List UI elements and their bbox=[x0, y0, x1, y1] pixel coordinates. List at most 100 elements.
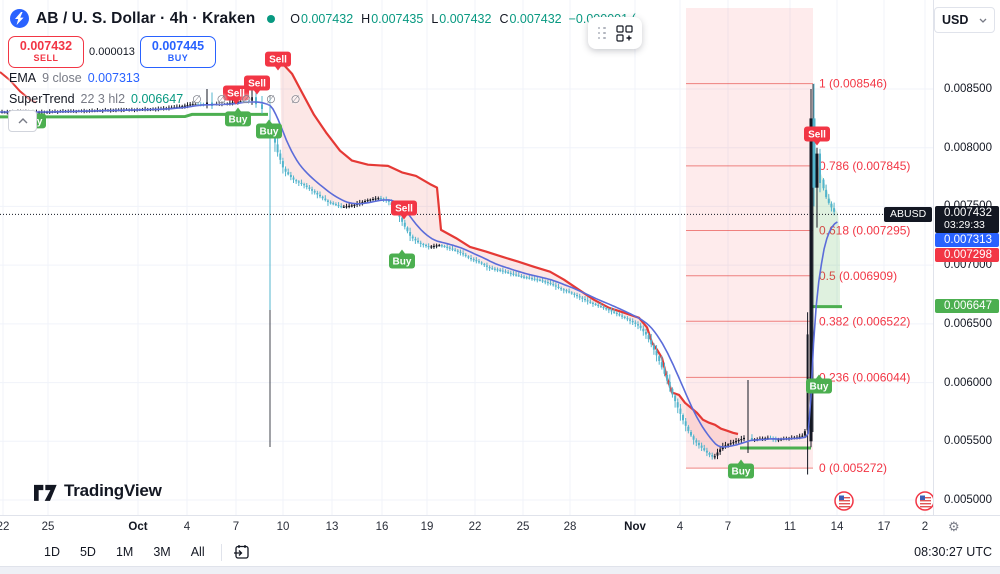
sell-marker: Sell bbox=[223, 85, 249, 105]
time-tick: 25 bbox=[41, 521, 55, 533]
chevron-up-icon bbox=[18, 118, 27, 124]
legend-collapse-button[interactable] bbox=[8, 110, 37, 132]
time-tick: 25 bbox=[516, 521, 530, 533]
ohlc-h: H 0.007435 bbox=[361, 11, 424, 26]
fib-label-0: 0 (0.005272) bbox=[819, 461, 887, 475]
svg-text:Sell: Sell bbox=[395, 204, 413, 215]
ohlc-l: L 0.007432 bbox=[431, 11, 492, 26]
time-tick: 7 bbox=[724, 521, 732, 533]
sell-marker: Sell bbox=[265, 51, 291, 71]
spread-value: 0.000013 bbox=[89, 46, 135, 58]
sell-marker: Sell bbox=[391, 200, 417, 220]
sell-caption: SELL bbox=[33, 53, 59, 63]
price-tick: 0.008500 bbox=[944, 83, 992, 95]
market-status-icon[interactable] bbox=[267, 14, 276, 23]
time-tick: 7 bbox=[232, 521, 240, 533]
time-scale[interactable]: ⚙ 22 25 Oct 4 7 10 13 16 19 22 25 28 Nov 4 7 11 14 17 2 bbox=[0, 515, 1000, 539]
time-tick: Oct bbox=[128, 521, 148, 533]
buy-marker: Buy bbox=[806, 374, 832, 394]
supertrend-value: 0.006647 bbox=[131, 92, 184, 106]
sell-button[interactable]: 0.007432 SELL bbox=[8, 36, 84, 68]
grid bbox=[0, 0, 933, 515]
svg-text:Sell: Sell bbox=[248, 79, 266, 90]
symbol-header: AB / U. S. Dollar · 4h · Kraken O 0.00743… bbox=[10, 9, 636, 28]
buy-marker: Buy bbox=[728, 459, 754, 479]
ohlc-values: O 0.007432 H 0.007435 L 0.007432 C 0.007432 bbox=[290, 12, 561, 26]
supertrend-red-tail bbox=[0, 71, 37, 104]
time-tick: 14 bbox=[830, 521, 844, 533]
footer-strip bbox=[0, 566, 1000, 574]
ohlc-c: C 0.007432 bbox=[499, 11, 562, 26]
chevron-down-icon bbox=[979, 18, 987, 23]
time-tick: Nov bbox=[624, 521, 646, 533]
symbol-logo-icon[interactable] bbox=[10, 9, 29, 28]
currency-selector[interactable]: USD bbox=[934, 7, 995, 33]
economic-event-flag-icon[interactable] bbox=[915, 491, 933, 511]
svg-text:Sell: Sell bbox=[808, 130, 826, 141]
floating-toolbar[interactable] bbox=[588, 17, 642, 49]
range-button-5d[interactable]: 5D bbox=[79, 545, 96, 559]
fib-label-0.618: 0.618 (0.007295) bbox=[819, 224, 910, 238]
price-tick: 0.006500 bbox=[944, 317, 992, 330]
range-button-all[interactable]: All bbox=[190, 545, 205, 559]
bottom-toolbar: 1D 5D 1M 3M All 08:30:27 UTC bbox=[0, 538, 1000, 566]
chart-plot-area[interactable]: 1 (0.008546) 0.786 (0.007845) 0.618 (0.007… bbox=[0, 0, 933, 515]
symbol-title[interactable]: AB / U. S. Dollar · 4h · Kraken bbox=[36, 9, 256, 27]
time-tick: 4 bbox=[183, 521, 191, 533]
legend-supertrend[interactable]: SuperTrend 22 3 hl2 0.006647 ∅ ∅ ∅ ∅ ∅ bbox=[9, 92, 306, 106]
svg-text:Buy: Buy bbox=[229, 114, 248, 125]
fib-label-0.5: 0.5 (0.006909) bbox=[819, 269, 897, 283]
supertrend-fill bbox=[280, 60, 738, 457]
time-tick: 4 bbox=[676, 521, 684, 533]
ema-params: 9 close bbox=[42, 71, 82, 85]
currency-label: USD bbox=[942, 13, 969, 27]
drag-handle-icon[interactable] bbox=[597, 26, 607, 40]
time-tick: 22 bbox=[468, 521, 482, 533]
utc-clock[interactable]: 08:30:27 UTC bbox=[914, 545, 992, 559]
fib-label-0.786: 0.786 (0.007845) bbox=[819, 159, 910, 173]
buy-marker: Buy bbox=[389, 249, 415, 269]
last-price-badge: 0.007432 03:29:33 bbox=[935, 205, 999, 233]
tradingview-logo-icon bbox=[34, 484, 57, 501]
supertrend-null-values: ∅ ∅ ∅ ∅ ∅ bbox=[192, 94, 307, 106]
ema-price-badge: 0.007313 bbox=[935, 233, 999, 248]
legend-ema[interactable]: EMA 9 close 0.007313 bbox=[9, 71, 140, 85]
svg-text:Sell: Sell bbox=[269, 55, 287, 66]
ema-name: EMA bbox=[9, 71, 37, 85]
sell-price: 0.007432 bbox=[19, 39, 73, 53]
supertrend-green-line-1 bbox=[0, 112, 268, 119]
time-tick: 19 bbox=[420, 521, 434, 533]
range-button-1d[interactable]: 1D bbox=[44, 545, 60, 559]
time-tick: 10 bbox=[276, 521, 290, 533]
alert-price-badge: 0.007298 bbox=[935, 248, 999, 263]
tradingview-wordmark: TradingView bbox=[64, 481, 162, 500]
svg-text:Sell: Sell bbox=[227, 89, 245, 100]
economic-event-flag-icon[interactable] bbox=[834, 491, 854, 511]
gear-icon[interactable]: ⚙ bbox=[948, 519, 960, 534]
sell-marker: Sell bbox=[244, 75, 270, 95]
range-button-1m[interactable]: 1M bbox=[115, 545, 134, 559]
fib-label-0.382: 0.382 (0.006522) bbox=[819, 314, 910, 328]
ema-value: 0.007313 bbox=[87, 71, 140, 85]
range-button-3m[interactable]: 3M bbox=[153, 545, 171, 559]
price-tick: 0.007000 bbox=[944, 259, 992, 272]
buy-price: 0.007445 bbox=[151, 39, 205, 53]
svg-text:Buy: Buy bbox=[260, 127, 279, 138]
symbol-price-tag: ABUSD bbox=[884, 207, 933, 222]
price-scale[interactable]: 0.0085000.0080000.0075000.0070000.006500… bbox=[933, 0, 1000, 515]
tradingview-brand[interactable]: TradingView bbox=[34, 481, 162, 501]
ohlc-o: O 0.007432 bbox=[290, 11, 354, 26]
supertrend-green-fill bbox=[812, 147, 840, 307]
go-to-date-icon[interactable] bbox=[233, 544, 250, 560]
order-panel: 0.007432 SELL 0.000013 0.007445 BUY bbox=[8, 36, 216, 68]
add-chart-layout-icon[interactable] bbox=[615, 24, 633, 42]
divider bbox=[220, 543, 222, 561]
buy-button[interactable]: 0.007445 BUY bbox=[140, 36, 216, 68]
time-tick: 22 bbox=[0, 521, 10, 533]
supertrend-red-line bbox=[279, 60, 739, 436]
time-tick: 28 bbox=[563, 521, 577, 533]
price-tick: 0.005500 bbox=[944, 435, 992, 448]
svg-text:Buy: Buy bbox=[810, 382, 829, 393]
time-tick: 16 bbox=[375, 521, 389, 533]
